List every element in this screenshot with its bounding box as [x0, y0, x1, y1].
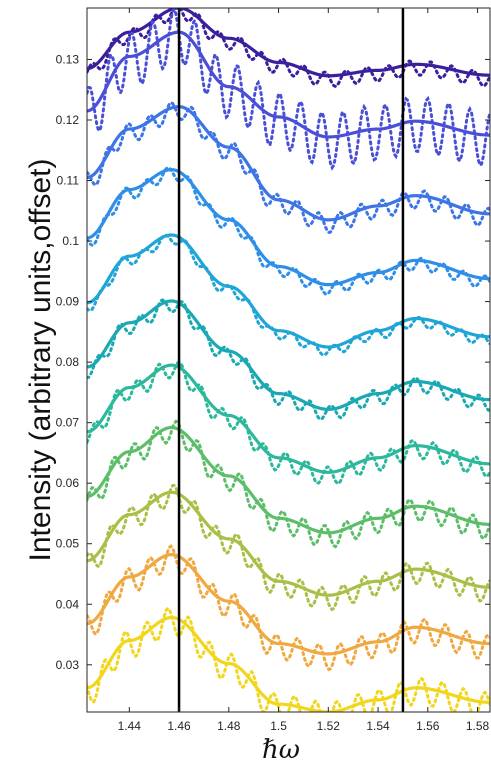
series-9-solid-line	[87, 490, 490, 597]
y-tick-label: 0.04	[56, 597, 80, 611]
y-tick-label: 0.08	[56, 355, 80, 369]
series-10-solid-line	[87, 553, 490, 656]
series-2-solid-line	[87, 30, 490, 139]
series-6-dotted-line	[87, 298, 490, 421]
series-4-dotted-line	[87, 166, 490, 296]
y-axis-label: Intensity (arbitrary units,offset)	[24, 159, 57, 562]
x-tick-label: 1.46	[167, 719, 191, 733]
y-tick-label: 0.09	[56, 295, 80, 309]
x-tick-label: 1.44	[118, 719, 142, 733]
plot-area-frame	[86, 7, 491, 713]
y-tick-layer: 0.03 0.04 0.05 0.06 0.07 0.08 0.09 0.1 0.11 0.12 0…	[56, 52, 490, 672]
series-6-solid-line	[87, 299, 490, 411]
x-tick-label: 1.52	[317, 719, 341, 733]
y-tick-label: 0.06	[56, 476, 80, 490]
y-tick-label: 0.12	[56, 113, 80, 127]
series-8-dotted-line	[87, 419, 490, 549]
series-5-solid-line	[87, 233, 490, 349]
series-1-dotted-line	[87, 8, 490, 89]
series-4-solid-line	[87, 168, 490, 287]
vertical-line-layer	[177, 8, 405, 712]
y-tick-label: 0.03	[56, 658, 80, 672]
series-9-dotted-line	[87, 483, 490, 612]
y-tick-label: 0.07	[56, 416, 80, 430]
x-tick-layer: 1.44 1.46 1.48 1.5 1.52 1.54 1.56 1.58	[118, 8, 490, 733]
series-7-solid-line	[87, 363, 490, 474]
series-3-dotted-line	[87, 100, 490, 235]
x-tick-label: 1.54	[366, 719, 390, 733]
series-10-dotted-line	[87, 544, 490, 672]
x-tick-label: 1.5	[270, 719, 287, 733]
series-8-solid-line	[87, 425, 490, 535]
x-axis-label: ℏω	[262, 735, 300, 765]
x-tick-label: 1.58	[466, 719, 490, 733]
series-5-dotted-line	[87, 233, 490, 357]
y-tick-label: 0.11	[57, 174, 80, 188]
series-1-solid-line	[87, 8, 490, 78]
series-11-dotted-line	[87, 606, 490, 712]
y-tick-label: 0.1	[62, 234, 79, 248]
x-tick-label: 1.48	[217, 719, 241, 733]
x-tick-label: 1.56	[416, 719, 440, 733]
y-tick-label: 0.05	[56, 537, 80, 551]
series-layer	[87, 8, 490, 712]
series-11-solid-line	[87, 615, 490, 712]
y-tick-label: 0.13	[56, 52, 80, 66]
series-3-solid-line	[87, 105, 490, 222]
